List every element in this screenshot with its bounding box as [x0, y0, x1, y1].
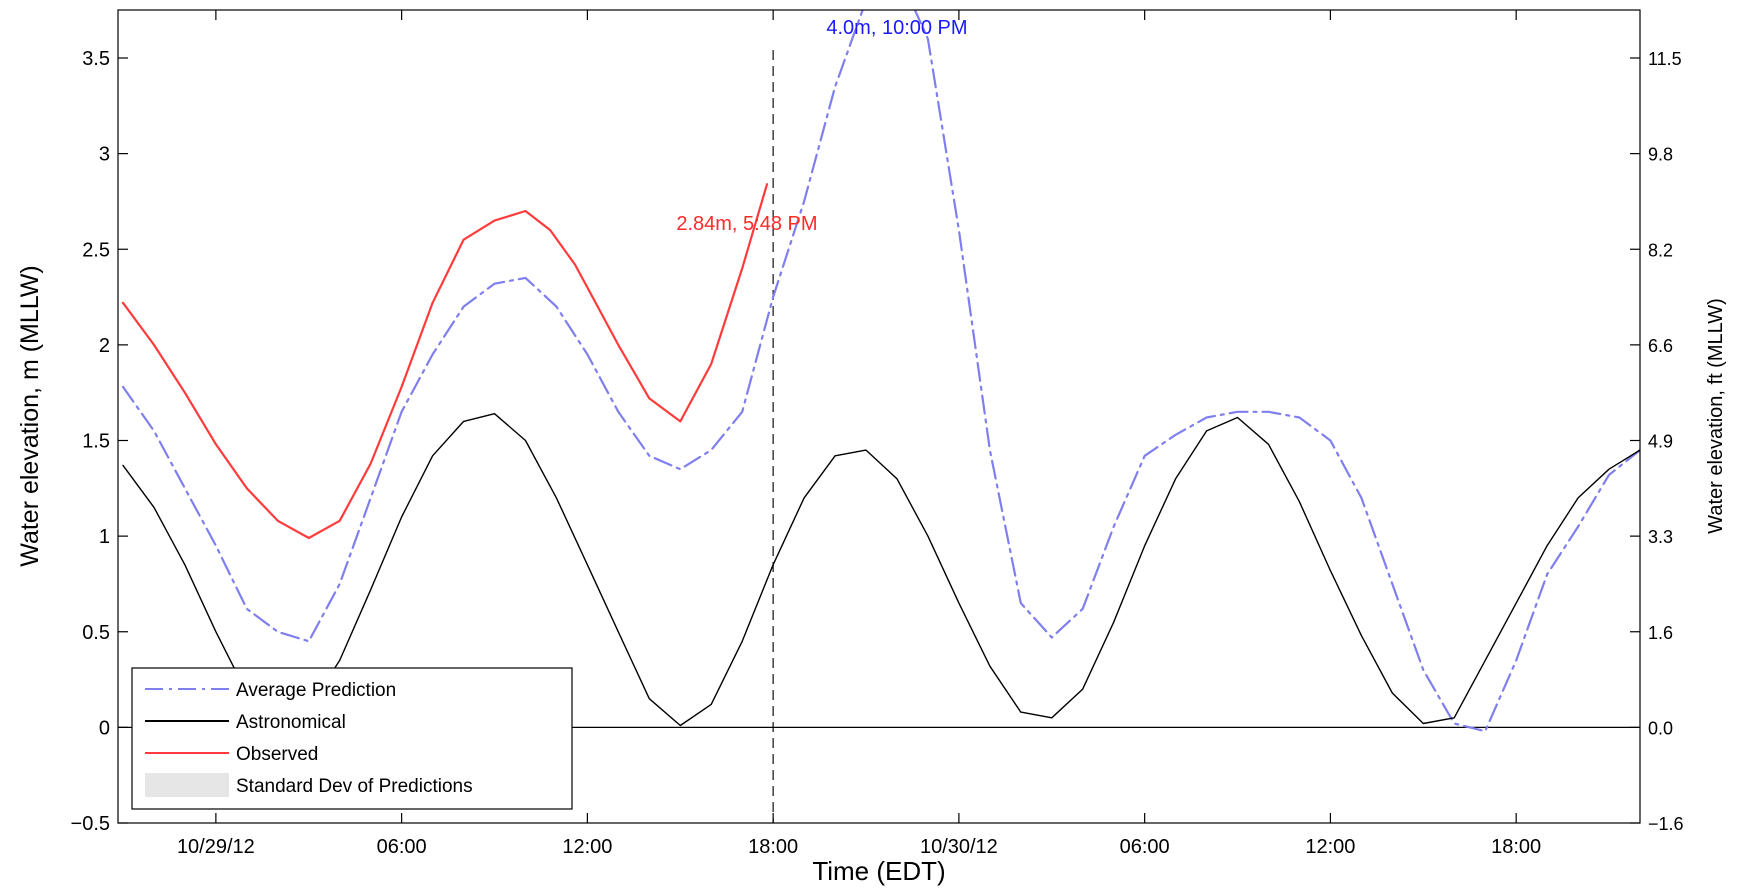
- y-right-tick-label: 6.6: [1648, 336, 1673, 356]
- x-axis-ticks: 10/29/12 06:00 12:00 18:00 10/30/12 06:00 12:0…: [177, 10, 1541, 858]
- legend-entry-label: Observed: [236, 744, 318, 765]
- series-line-0: [121, 10, 1640, 733]
- y-right-tick-label: 4.9: [1648, 432, 1673, 452]
- x-tick-label: 12:00: [562, 836, 612, 858]
- y-tick-label: 2.5: [82, 239, 110, 261]
- y-tick-label: 0: [99, 717, 110, 739]
- y-right-tick-label: 8.2: [1648, 240, 1673, 260]
- x-tick-label: 06:00: [377, 836, 427, 858]
- y-right-tick-label: 11.5: [1648, 49, 1682, 69]
- y-axis-left-label: Water elevation, m (MLLW): [16, 265, 44, 566]
- legend-entry-label: Standard Dev of Predictions: [236, 776, 473, 797]
- y-right-tick-label: 0.0: [1648, 718, 1673, 738]
- x-tick-label: 12:00: [1305, 836, 1355, 858]
- y-tick-label: 1.5: [82, 431, 110, 453]
- legend-swatch-area: [145, 773, 229, 797]
- y-axis-right-ticks: −1.60.01.63.34.96.68.29.811.513.1: [1630, 49, 1684, 834]
- y-tick-label: 2: [99, 335, 110, 357]
- annotations: 2.84m, 5:48 PM 4.0m, 10:00 PM: [676, 17, 967, 235]
- y-tick-label: 1: [99, 526, 110, 548]
- y-tick-label: 3.5: [82, 48, 110, 70]
- x-axis-label: Time (EDT): [812, 856, 945, 886]
- x-tick-label: 06:00: [1120, 836, 1170, 858]
- annotation-label: 4.0m, 10:00 PM: [826, 17, 967, 39]
- x-tick-label: 10/30/12: [920, 836, 998, 858]
- y-tick-label: −0.5: [71, 813, 110, 835]
- y-axis-left-ticks: −0.500.511.522.533.54: [71, 48, 128, 835]
- series-line-1: [122, 413, 1640, 727]
- legend-entry-label: Astronomical: [236, 712, 346, 733]
- series-line-2: [121, 183, 769, 540]
- annotation-label: 2.84m, 5:48 PM: [676, 213, 817, 235]
- y-tick-label: 3: [99, 144, 110, 166]
- x-tick-label: 18:00: [1491, 836, 1541, 858]
- y-right-tick-label: 3.3: [1648, 527, 1673, 547]
- y-tick-label: 0.5: [82, 622, 110, 644]
- y-right-tick-label: −1.6: [1648, 814, 1684, 834]
- legend: Average Prediction Astronomical Observed St…: [131, 667, 573, 810]
- series-layer: [121, 10, 1640, 733]
- plot-frame: [117, 9, 1641, 824]
- x-tick-label: 10/29/12: [177, 836, 255, 858]
- y-axis-right-label: Water elevation, ft (MLLW): [1705, 298, 1727, 534]
- legend-entry-label: Average Prediction: [236, 680, 396, 701]
- y-right-tick-label: 1.6: [1648, 623, 1673, 643]
- x-tick-label: 18:00: [748, 836, 798, 858]
- y-right-tick-label: 9.8: [1648, 145, 1673, 165]
